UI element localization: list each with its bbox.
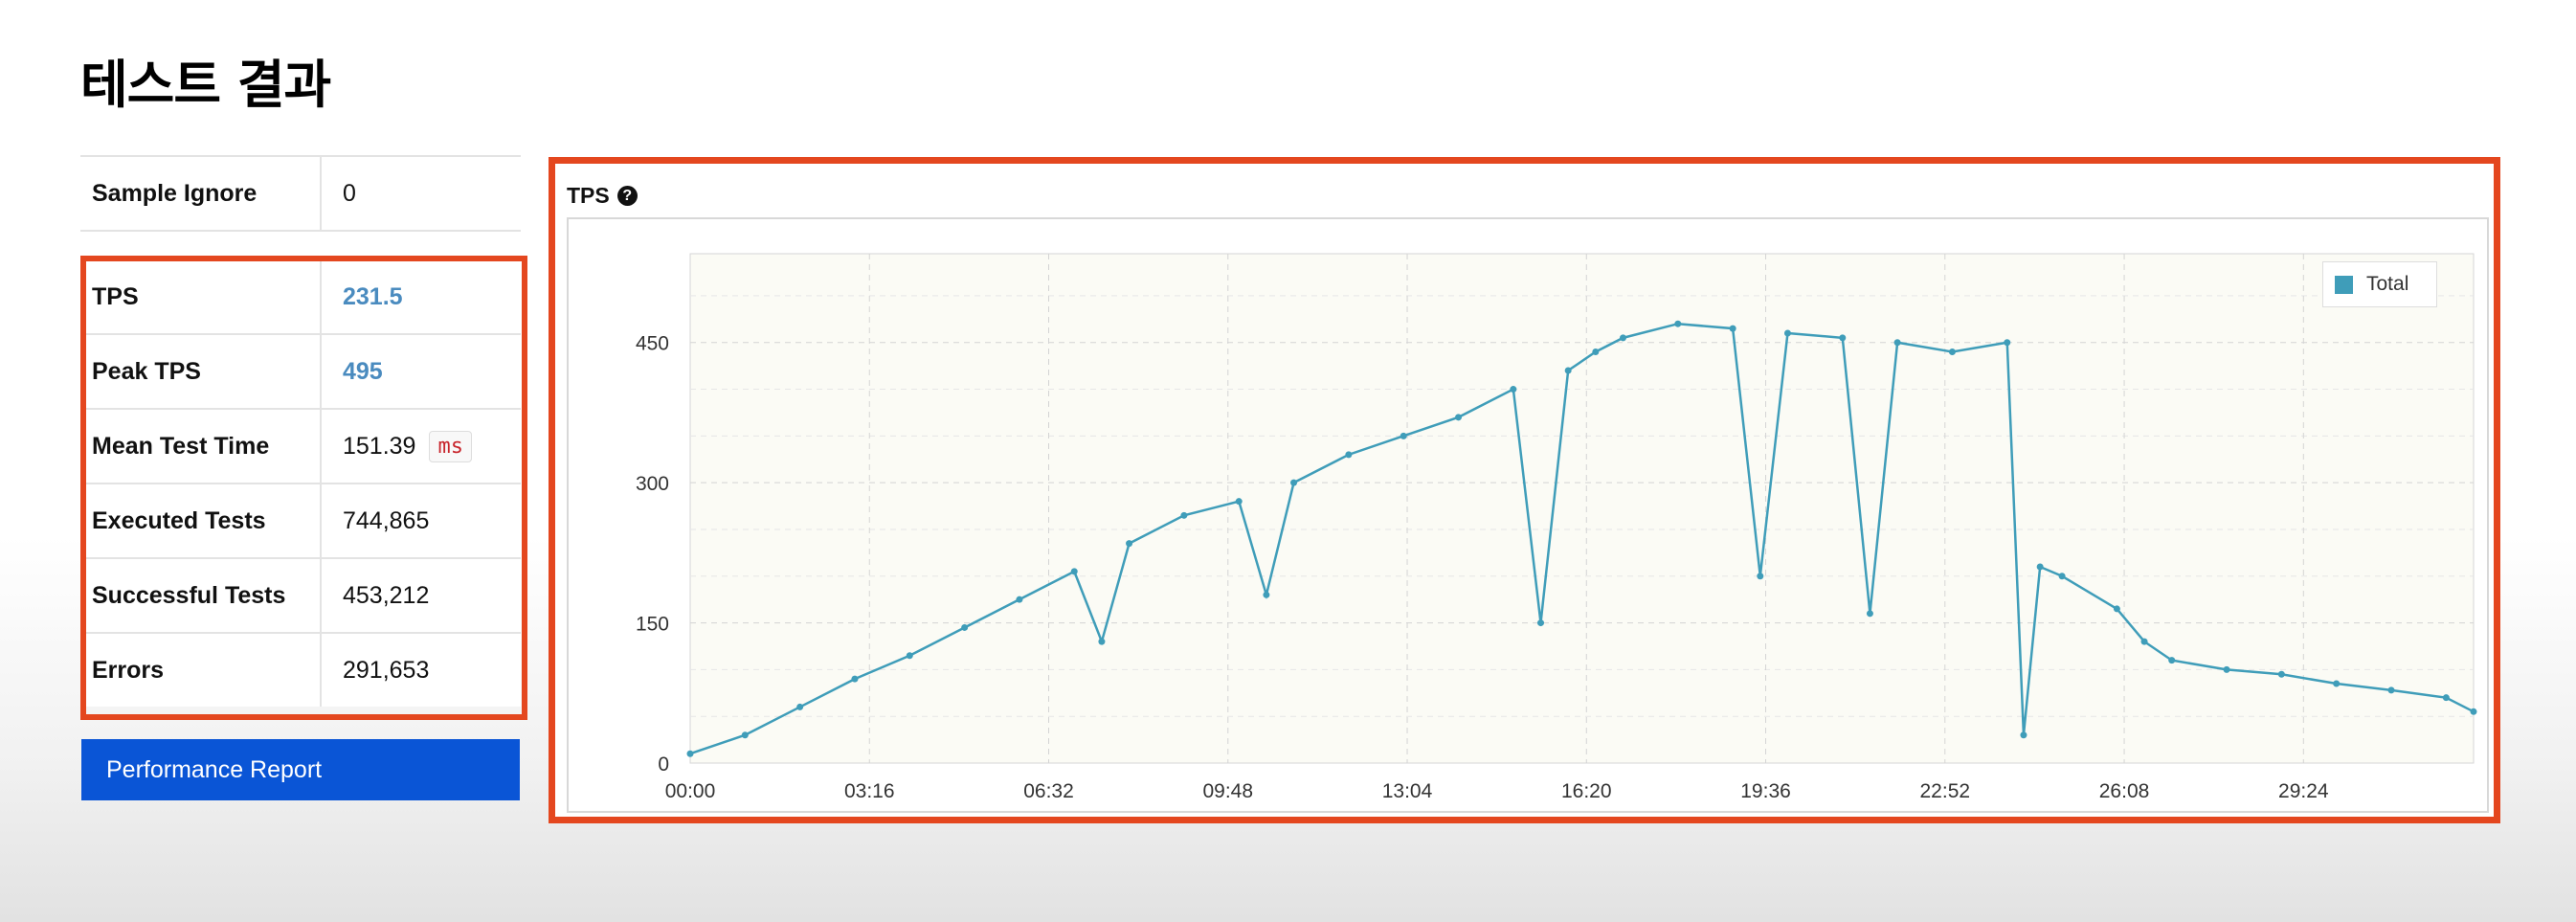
chart-legend[interactable]: Total — [2322, 261, 2437, 307]
data-point — [1510, 386, 1517, 394]
data-point — [1783, 329, 1791, 337]
stat-label: Successful Tests — [92, 581, 286, 609]
stat-value: 151.39 — [343, 432, 416, 460]
data-point — [2223, 665, 2230, 673]
data-point — [1592, 348, 1600, 355]
data-point — [1948, 348, 1956, 355]
data-point — [1180, 511, 1188, 519]
help-icon[interactable]: ? — [616, 186, 638, 206]
y-tick-label: 0 — [658, 753, 669, 776]
data-point — [2113, 605, 2120, 613]
data-point — [2442, 694, 2450, 702]
unit-badge: ms — [429, 430, 472, 462]
x-tick-label: 13:04 — [1382, 780, 1433, 802]
stat-label: Errors — [92, 656, 165, 684]
stat-value: 744,865 — [320, 484, 521, 557]
data-point — [1290, 479, 1298, 486]
data-point — [1757, 573, 1764, 580]
x-tick-label: 03:16 — [844, 780, 895, 802]
chart-header: TPS ? — [567, 183, 638, 209]
data-point — [1070, 568, 1078, 575]
legend-swatch — [2335, 275, 2353, 294]
data-point — [1537, 619, 1545, 627]
data-point — [2140, 638, 2148, 645]
data-point — [1866, 610, 1873, 618]
data-point — [2470, 708, 2477, 715]
data-point — [1098, 638, 1106, 645]
x-tick-label: 09:48 — [1202, 780, 1253, 802]
chart-frame: 0 150 300 450 00:00 03:16 06:32 09:48 13:04 16:20… — [567, 217, 2489, 813]
stat-label: Executed Tests — [92, 506, 266, 534]
tps-chart-panel: TPS ? 0 150 300 450 00:00 03:16 06:32 09:48 13:0… — [549, 157, 2500, 823]
stat-row-mean-test-time: Mean Test Time 151.39 ms — [80, 410, 521, 484]
tps-chart: 0 150 300 450 00:00 03:16 06:32 09:48 13:04 16:20… — [636, 253, 2477, 802]
x-tick-label: 26:08 — [2099, 780, 2150, 802]
data-point — [1839, 334, 1847, 342]
data-point — [1893, 339, 1901, 347]
stat-value: 453,212 — [320, 559, 521, 632]
page-title: 테스트 결과 — [80, 55, 331, 115]
performance-report-button[interactable]: Performance Report — [81, 739, 520, 800]
data-point — [1729, 325, 1736, 332]
tps-value-link[interactable]: 231.5 — [320, 260, 521, 333]
data-point — [1263, 591, 1270, 598]
data-point — [2387, 686, 2395, 694]
stat-value: 0 — [320, 157, 521, 230]
data-point — [1400, 432, 1407, 439]
stat-row-tps: TPS 231.5 — [80, 260, 521, 335]
data-point — [2333, 680, 2341, 687]
data-point — [1345, 451, 1353, 459]
data-point — [1455, 414, 1463, 421]
data-point — [2036, 563, 2044, 571]
stat-row-successful-tests: Successful Tests 453,212 — [80, 559, 521, 634]
y-tick-label: 300 — [636, 473, 669, 495]
stat-value-with-unit: 151.39 ms — [320, 410, 521, 483]
stat-row-errors: Errors 291,653 — [80, 634, 521, 707]
stat-label: Mean Test Time — [92, 432, 270, 460]
stats-table: Sample Ignore 0 TPS 231.5 Peak TPS 495 M… — [80, 155, 521, 707]
data-point — [1126, 540, 1133, 548]
data-point — [961, 623, 969, 631]
data-point — [1235, 498, 1243, 506]
stat-label: TPS — [92, 282, 139, 310]
data-point — [1619, 334, 1626, 342]
stat-label: Peak TPS — [92, 357, 201, 385]
x-tick-label: 19:36 — [1740, 780, 1791, 802]
data-point — [796, 703, 804, 710]
data-point — [2058, 573, 2066, 580]
stat-label: Sample Ignore — [92, 179, 258, 207]
data-point — [2277, 670, 2285, 678]
data-point — [741, 731, 749, 739]
data-point — [906, 652, 913, 660]
y-tick-label: 150 — [636, 614, 669, 636]
stat-row-executed-tests: Executed Tests 744,865 — [80, 484, 521, 559]
peak-tps-value-link[interactable]: 495 — [320, 335, 521, 408]
data-point — [2004, 339, 2011, 347]
x-tick-label: 00:00 — [665, 780, 716, 802]
data-point — [686, 750, 694, 757]
data-point — [1564, 367, 1572, 374]
chart-title: TPS — [567, 183, 610, 208]
x-tick-label: 22:52 — [1920, 780, 1971, 802]
stat-row-peak-tps: Peak TPS 495 — [80, 335, 521, 410]
stat-value: 291,653 — [320, 634, 521, 707]
x-tick-label: 06:32 — [1023, 780, 1074, 802]
data-point — [851, 675, 859, 683]
data-point — [2020, 731, 2027, 739]
plot-area — [689, 253, 2475, 764]
x-tick-label: 16:20 — [1561, 780, 1612, 802]
legend-label: Total — [2366, 273, 2409, 295]
x-tick-label: 29:24 — [2278, 780, 2329, 802]
data-point — [1674, 320, 1682, 327]
data-point — [2168, 657, 2176, 664]
y-tick-label: 450 — [636, 333, 669, 355]
data-point — [1016, 596, 1023, 603]
stat-row-sample-ignore: Sample Ignore 0 — [80, 155, 521, 232]
